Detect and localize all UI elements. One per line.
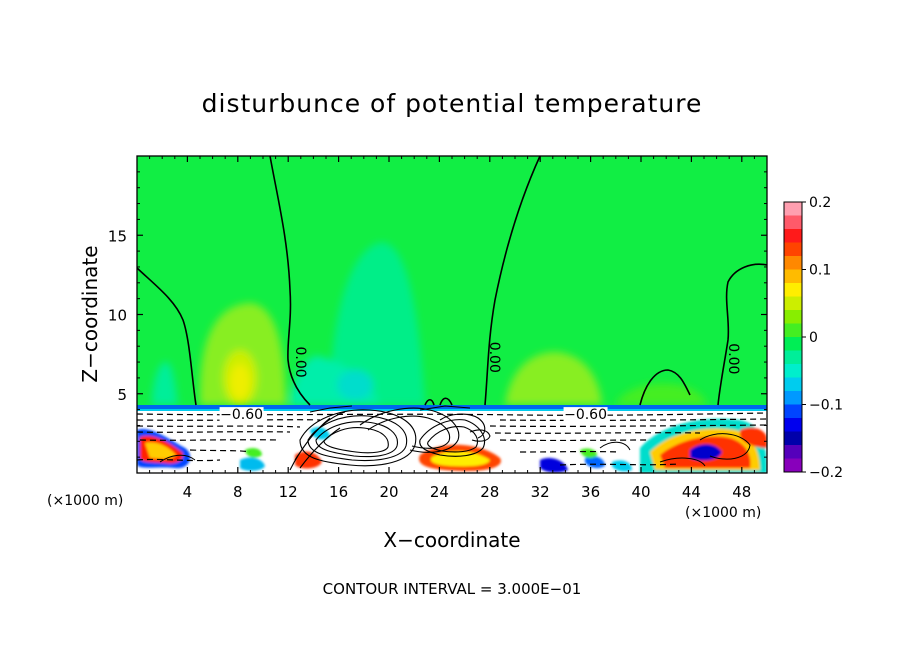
colorbar-swatch — [784, 283, 802, 297]
x-tick-label: 20 — [379, 483, 398, 501]
colorbar-swatch — [784, 404, 802, 419]
y-tick-label: 5 — [117, 386, 127, 404]
contour-zero-right-bump — [639, 369, 691, 406]
colorbar-ticks: 0.2 0.1 0 −0.1 −0.2 — [802, 195, 843, 481]
field-patch-warm-right — [505, 352, 602, 405]
contours-dense-center — [289, 405, 491, 471]
colorbar-swatch — [784, 458, 802, 473]
blob-right — [640, 418, 767, 473]
x-tick-label: 36 — [581, 483, 600, 501]
blob-green-2 — [580, 448, 598, 458]
x-axis-ticks: 4 8 12 16 20 24 28 32 36 40 44 48 — [149, 156, 755, 501]
x-unit-left: (×1000 m) — [47, 493, 123, 509]
x-tick-label: 4 — [183, 483, 193, 501]
x-tick-label: 24 — [430, 483, 449, 501]
colorbar-swatch — [784, 242, 802, 257]
colorbar — [784, 202, 802, 473]
contours-solid-lower — [159, 433, 751, 467]
blob-center-inner — [430, 451, 490, 467]
heatmap-field — [137, 156, 767, 473]
colorbar-tick-label: −0.1 — [809, 398, 843, 414]
field-patch-cyan-mid — [337, 370, 373, 400]
colorbar-swatch — [784, 202, 802, 216]
colorbar-tick-label: 0.1 — [809, 263, 831, 279]
blob-green-1 — [245, 447, 262, 458]
y-axis-label: Z−coordinate — [78, 245, 102, 382]
contour-label-backdrop — [563, 407, 608, 424]
colorbar-tick-label: 0 — [809, 330, 818, 346]
field-patch-cool-center — [330, 242, 425, 405]
colorbar-swatch — [784, 418, 802, 432]
colorbar-swatch — [784, 377, 802, 392]
contour-label: 0.00 — [725, 343, 741, 374]
contour-zero-right — [717, 263, 767, 406]
field-patch-cool-left — [152, 362, 178, 405]
colorbar-swatch — [784, 256, 802, 270]
x-axis-label: X−coordinate — [383, 528, 520, 552]
contour-label-backdrop — [219, 407, 264, 424]
contour-zero-center-bumps — [424, 397, 453, 406]
y-tick-label: 10 — [108, 307, 127, 325]
colorbar-swatch — [784, 215, 802, 230]
x-tick-label: 8 — [233, 483, 243, 501]
blob-cyan-2 — [612, 460, 632, 472]
colorbar-swatch — [784, 364, 802, 378]
colorbar-swatch — [784, 445, 802, 459]
colorbar-swatch — [784, 431, 802, 446]
colorbar-swatch — [784, 391, 802, 405]
x-tick-label: 16 — [329, 483, 348, 501]
y-axis-ticks: 5 10 15 — [108, 171, 767, 458]
colorbar-swatch — [784, 296, 802, 311]
boundary-cyan-strip — [137, 409, 767, 411]
blob-small-a — [240, 457, 265, 471]
contour-zero-left — [137, 267, 197, 406]
contour-zero-center-left — [269, 156, 311, 406]
blob-cyan-1 — [310, 427, 330, 440]
y-tick-label: 15 — [108, 227, 127, 245]
contour-label: −0.60 — [220, 407, 263, 423]
colorbar-swatch — [784, 310, 802, 324]
x-tick-label: 48 — [732, 483, 751, 501]
colorbar-swatch — [784, 269, 802, 284]
chart-title: disturbunce of potential temperature — [202, 89, 703, 118]
field-patch-warm-core-inner — [230, 364, 250, 400]
colorbar-swatch — [784, 323, 802, 338]
x-tick-label: 32 — [531, 483, 550, 501]
colorbar-swatch — [784, 229, 802, 243]
field-patch-cool-right — [615, 383, 708, 405]
colorbar-tick-label: 0.2 — [809, 195, 831, 211]
contour-interval-text: CONTOUR INTERVAL = 3.000E−01 — [323, 580, 582, 598]
colorbar-swatch — [784, 337, 802, 351]
contour-labels: 0.00 0.00 0.00 −0.60 −0.60 — [219, 342, 741, 424]
contours-zero — [137, 156, 767, 406]
blob-blue-1 — [540, 458, 568, 473]
x-unit-right: (×1000 m) — [685, 505, 761, 521]
x-tick-label: 28 — [480, 483, 499, 501]
blob-small-b — [295, 451, 322, 469]
x-tick-label: 44 — [682, 483, 701, 501]
x-tick-label: 40 — [631, 483, 650, 501]
contour-label: 0.00 — [486, 342, 502, 373]
contour-zero-center-right — [484, 156, 541, 406]
x-tick-label: 12 — [279, 483, 298, 501]
contour-label: 0.00 — [292, 346, 308, 377]
colorbar-swatch — [784, 350, 802, 365]
colorbar-tick-label: −0.2 — [809, 465, 843, 481]
blob-blue-2 — [585, 456, 605, 469]
contour-label: −0.60 — [564, 407, 607, 423]
